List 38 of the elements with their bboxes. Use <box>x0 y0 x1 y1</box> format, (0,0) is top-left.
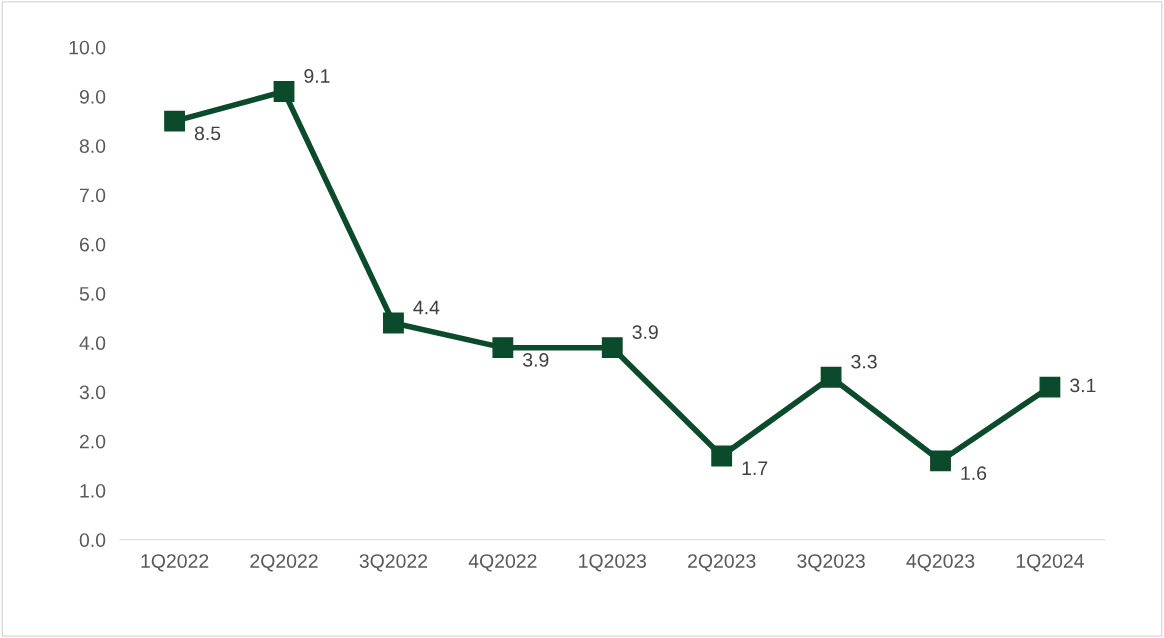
x-tick-label: 1Q2023 <box>579 554 647 572</box>
point <box>1039 376 1061 398</box>
data-label: 3.9 <box>523 353 549 367</box>
y-tick-label: 4.0 <box>79 336 106 350</box>
data-label: 3.9 <box>632 325 658 339</box>
x-tick-label: 4Q2023 <box>906 554 975 572</box>
data-label: 1.6 <box>961 466 987 481</box>
point <box>492 337 514 359</box>
point <box>164 110 186 132</box>
data-label: 1.7 <box>742 461 768 475</box>
x-tick-label: 3Q2023 <box>797 554 865 572</box>
point <box>601 337 623 359</box>
y-tick-label: 0.0 <box>79 533 106 547</box>
point <box>930 450 951 472</box>
point <box>273 81 295 102</box>
x-tick-label: 1Q2024 <box>1016 554 1084 572</box>
y-tick-label: 10.0 <box>69 40 106 55</box>
y-tick-label: 2.0 <box>79 434 106 449</box>
y-tick-label: 9.0 <box>79 89 106 104</box>
y-tick-label: 7.0 <box>79 188 106 203</box>
y-tick-label: 3.0 <box>79 385 106 400</box>
x-tick-label: 3Q2022 <box>359 554 428 572</box>
y-tick-label: 5.0 <box>79 286 106 301</box>
y-tick-label: 6.0 <box>79 237 106 252</box>
x-tick-label: 2Q2022 <box>250 554 318 572</box>
point <box>820 366 842 388</box>
point <box>383 312 404 334</box>
y-tick-label: 1.0 <box>80 483 106 498</box>
data-label: 4.4 <box>413 300 440 315</box>
data-label: 3.1 <box>1070 378 1096 393</box>
data-label: 8.5 <box>194 126 221 141</box>
x-tick-label: 1Q2022 <box>141 554 209 572</box>
x-tick-label: 2Q2023 <box>688 554 756 572</box>
data-label: 9.1 <box>304 69 330 83</box>
x-tick-label: 4Q2022 <box>468 554 537 572</box>
y-tick-label: 8.0 <box>79 139 106 153</box>
point <box>711 445 733 467</box>
data-label: 3.3 <box>851 354 877 369</box>
